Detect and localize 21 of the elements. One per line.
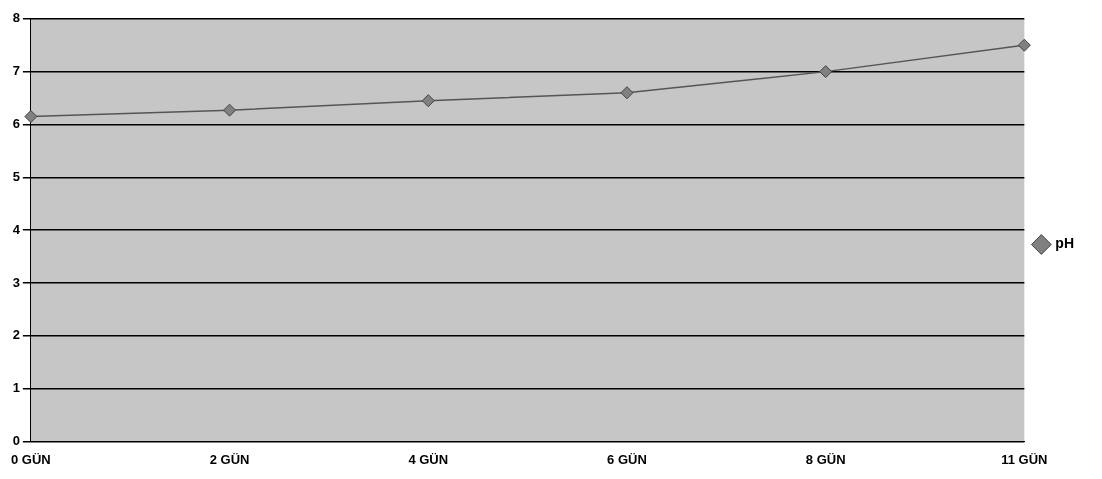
x-tick-label: 2 GÜN bbox=[209, 451, 250, 467]
x-tick-label: 4 GÜN bbox=[408, 451, 449, 467]
y-tick-label: 2 bbox=[12, 327, 20, 343]
x-tick-label: 6 GÜN bbox=[607, 451, 647, 467]
point bbox=[421, 94, 435, 108]
x-tick-label: 8 GÜN bbox=[805, 451, 846, 467]
y-tick-label: 6 bbox=[12, 116, 20, 132]
y-tick-label: 8 bbox=[12, 10, 20, 26]
x-tick-label: 0 GÜN bbox=[11, 451, 51, 467]
y-tick-label: 5 bbox=[12, 168, 20, 184]
y-tick-label: 0 bbox=[12, 432, 20, 448]
legend-label: pH bbox=[1055, 235, 1075, 252]
point bbox=[819, 65, 833, 79]
point bbox=[1017, 38, 1031, 52]
y-tick-label: 4 bbox=[12, 221, 21, 237]
y-tick-label: 7 bbox=[12, 63, 20, 79]
point bbox=[620, 86, 634, 100]
y-tick-label: 3 bbox=[12, 274, 20, 290]
point bbox=[223, 103, 237, 117]
x-tick-label: 11 GÜN bbox=[1001, 451, 1048, 467]
y-tick-label: 1 bbox=[12, 380, 20, 396]
